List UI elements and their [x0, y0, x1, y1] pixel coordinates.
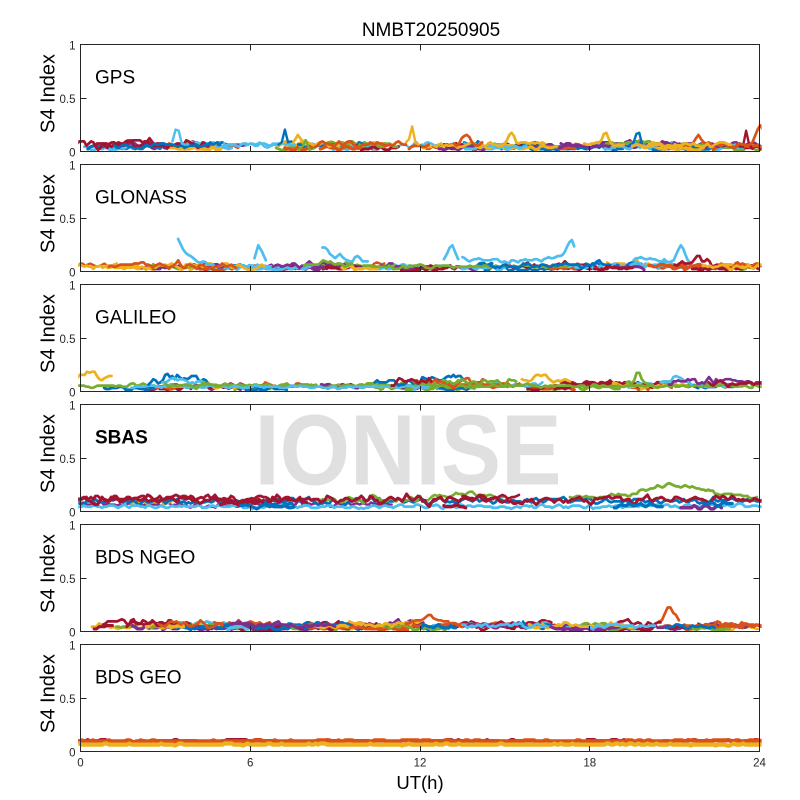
svg-text:0.5: 0.5 [60, 94, 76, 106]
svg-text:0: 0 [69, 747, 75, 759]
svg-text:1: 1 [69, 520, 75, 532]
svg-text:GLONASS: GLONASS [95, 188, 187, 209]
svg-text:BDS GEO: BDS GEO [95, 668, 182, 689]
svg-text:24: 24 [753, 758, 766, 770]
svg-text:0: 0 [69, 387, 75, 399]
svg-text:1: 1 [69, 40, 75, 52]
svg-text:GPS: GPS [95, 68, 135, 89]
svg-text:0: 0 [69, 267, 75, 279]
svg-text:S4 Index: S4 Index [38, 294, 60, 373]
svg-text:18: 18 [583, 758, 596, 770]
svg-text:BDS NGEO: BDS NGEO [95, 548, 195, 569]
svg-text:S4 Index: S4 Index [38, 654, 60, 733]
svg-text:0.5: 0.5 [60, 454, 76, 466]
svg-text:0: 0 [69, 507, 75, 519]
svg-text:IONISE: IONISE [255, 395, 562, 507]
svg-text:S4 Index: S4 Index [38, 54, 60, 133]
svg-text:1: 1 [69, 400, 75, 412]
svg-text:0: 0 [69, 627, 75, 639]
svg-text:1: 1 [69, 160, 75, 172]
svg-text:S4 Index: S4 Index [38, 174, 60, 253]
svg-text:0: 0 [69, 147, 75, 159]
svg-text:NMBT20250905: NMBT20250905 [362, 20, 500, 41]
svg-text:1: 1 [69, 280, 75, 292]
svg-text:1: 1 [69, 640, 75, 652]
svg-text:0.5: 0.5 [60, 574, 76, 586]
svg-text:UT(h): UT(h) [396, 772, 443, 793]
svg-text:S4 Index: S4 Index [38, 414, 60, 493]
svg-text:0.5: 0.5 [60, 334, 76, 346]
svg-text:GALILEO: GALILEO [95, 308, 176, 329]
svg-text:0.5: 0.5 [60, 694, 76, 706]
svg-text:6: 6 [247, 758, 253, 770]
svg-text:0: 0 [77, 758, 83, 770]
svg-text:12: 12 [414, 758, 427, 770]
svg-text:S4 Index: S4 Index [38, 534, 60, 613]
svg-text:SBAS: SBAS [95, 428, 148, 449]
svg-text:0.5: 0.5 [60, 214, 76, 226]
